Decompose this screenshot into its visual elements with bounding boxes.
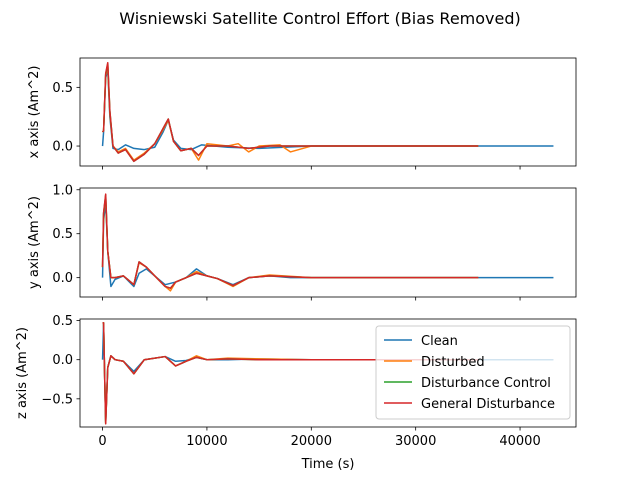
legend-label-general-disturbance: General Disturbance bbox=[421, 397, 555, 412]
y-tick-label-panel-2: 0.0 bbox=[52, 271, 73, 286]
legend-label-clean: Clean bbox=[421, 334, 458, 349]
series-line-general-disturbance-panel-2 bbox=[101, 193, 479, 289]
y-tick-label-panel-3: 0.5 bbox=[52, 314, 73, 329]
legend-label-disturbance-control: Disturbance Control bbox=[421, 376, 551, 391]
chart-title: Wisniewski Satellite Control Effort (Bia… bbox=[119, 9, 521, 28]
x-tick-label: 0 bbox=[98, 434, 106, 449]
x-axis-label: Time (s) bbox=[301, 457, 355, 472]
y-axis-label-panel-3: z axis (Am^2) bbox=[15, 327, 30, 419]
x-tick-label: 30000 bbox=[395, 434, 436, 449]
y-tick-label-panel-3: 0.0 bbox=[52, 353, 73, 368]
series-line-clean-panel-1 bbox=[101, 68, 554, 151]
series-line-clean-panel-2 bbox=[101, 202, 554, 288]
y-tick-label-panel-2: 0.5 bbox=[52, 227, 73, 242]
y-tick-label-panel-1: 0.0 bbox=[52, 140, 73, 155]
series-line-disturbance-control-panel-2 bbox=[101, 194, 479, 289]
y-axis-label-panel-2: y axis (Am^2) bbox=[27, 196, 42, 289]
y-tick-label-panel-1: 0.5 bbox=[52, 81, 73, 96]
y-tick-label-panel-2: 1.0 bbox=[52, 183, 73, 198]
x-tick-label: 10000 bbox=[186, 434, 227, 449]
series-line-general-disturbance-panel-1 bbox=[101, 61, 479, 163]
y-tick-label-panel-3: −0.5 bbox=[41, 392, 73, 407]
legend-label-disturbed: Disturbed bbox=[421, 355, 485, 370]
legend-box bbox=[375, 325, 571, 420]
plot-frame-panel-1 bbox=[79, 57, 577, 167]
x-tick-label: 20000 bbox=[291, 434, 332, 449]
plot-frame-panel-3 bbox=[79, 318, 577, 428]
series-line-general-disturbance-panel-3 bbox=[102, 322, 479, 425]
y-axis-label-panel-1: x axis (Am^2) bbox=[27, 66, 42, 159]
plot-frame-panel-2 bbox=[79, 187, 577, 298]
x-tick-label: 40000 bbox=[499, 434, 540, 449]
